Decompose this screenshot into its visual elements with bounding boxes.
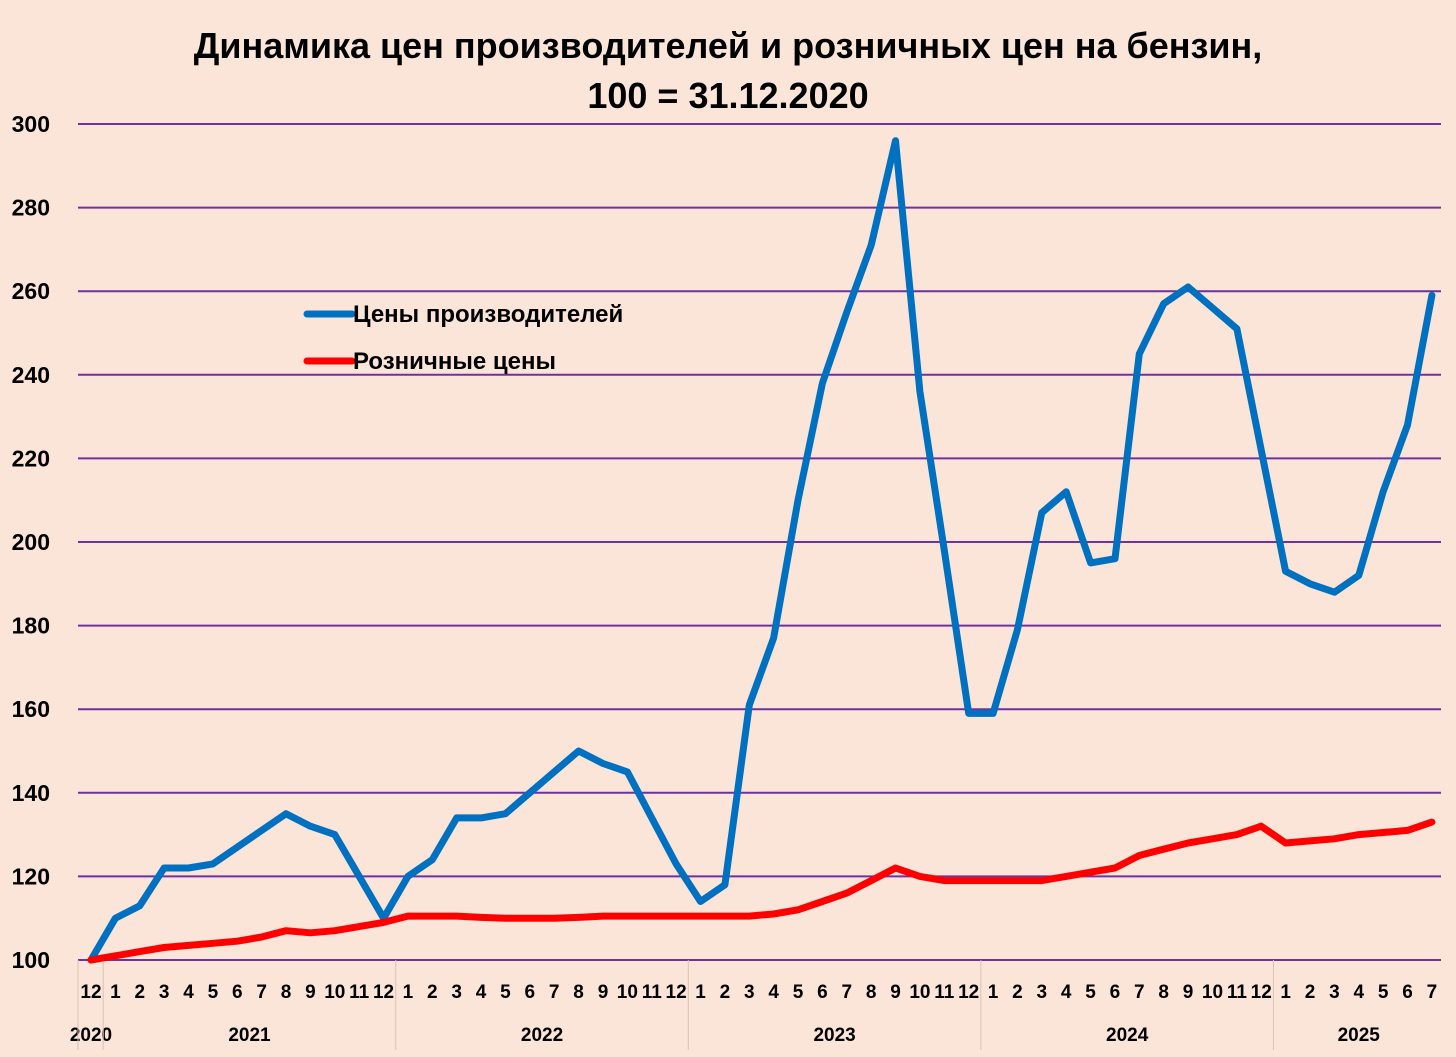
x-year-label: 2025 — [1338, 1025, 1381, 1046]
x-tick-label: 10 — [909, 982, 930, 1003]
x-tick-label: 8 — [281, 982, 292, 1003]
y-tick-label: 100 — [12, 947, 50, 973]
x-year-label: 2020 — [70, 1025, 112, 1046]
x-tick-label: 4 — [1353, 982, 1364, 1003]
x-tick-label: 2 — [1305, 982, 1316, 1003]
legend-label-retail: Розничные цены — [353, 348, 556, 375]
x-tick-label: 3 — [159, 982, 170, 1003]
x-tick-label: 7 — [256, 982, 267, 1003]
x-tick-label: 2 — [1012, 982, 1023, 1003]
x-tick-label: 10 — [324, 982, 345, 1003]
x-year-label: 2023 — [813, 1025, 855, 1046]
x-tick-label: 2 — [720, 982, 731, 1003]
grid — [78, 123, 1441, 961]
y-axis-ticks: 100 120 140 160 180 200 220 240 260 280 300 — [12, 111, 50, 973]
x-tick-label: 11 — [934, 982, 955, 1003]
x-tick-label: 11 — [642, 982, 663, 1003]
y-tick-label: 300 — [12, 111, 50, 137]
x-tick-label: 10 — [617, 982, 638, 1003]
y-tick-label: 140 — [12, 780, 50, 806]
x-tick-label: 8 — [1158, 982, 1169, 1003]
x-tick-label: 1 — [110, 982, 121, 1003]
x-tick-label: 4 — [1061, 982, 1072, 1003]
x-tick-label: 10 — [1202, 982, 1223, 1003]
series-lines — [87, 137, 1436, 964]
x-tick-label: 1 — [403, 982, 414, 1003]
chart-title: Динамика цен производителей и розничных … — [194, 25, 1263, 66]
x-axis: 12 1 2 3 4 5 6 7 8 9 10 11 12 1 2 3 4 5 6 7 8 9 10 11 12 1 2 3 4 5 6 7 8… — [70, 959, 1441, 1050]
series-line-retail-prices — [87, 818, 1436, 964]
x-tick-label: 7 — [841, 982, 852, 1003]
legend: Цены производителей Розничные цены — [303, 301, 623, 375]
y-tick-label: 280 — [12, 195, 50, 221]
x-tick-label: 6 — [1110, 982, 1121, 1003]
x-tick-label: 3 — [1329, 982, 1340, 1003]
x-tick-label: 4 — [183, 982, 194, 1003]
x-tick-label: 8 — [866, 982, 877, 1003]
y-tick-label: 260 — [12, 278, 50, 304]
x-tick-label: 12 — [373, 982, 394, 1003]
x-tick-label: 12 — [666, 982, 687, 1003]
x-tick-label: 3 — [451, 982, 462, 1003]
x-tick-label: 6 — [232, 982, 243, 1003]
y-tick-label: 200 — [12, 529, 50, 555]
x-tick-label: 5 — [1085, 982, 1096, 1003]
x-tick-label: 9 — [1183, 982, 1194, 1003]
x-tick-label: 1 — [1280, 982, 1291, 1003]
x-tick-label: 4 — [768, 982, 779, 1003]
x-tick-label: 5 — [793, 982, 804, 1003]
legend-label-producer: Цены производителей — [353, 301, 623, 328]
x-year-label: 2021 — [228, 1025, 271, 1046]
x-tick-label: 5 — [500, 982, 511, 1003]
x-tick-label: 5 — [1378, 982, 1389, 1003]
x-tick-label: 1 — [695, 982, 706, 1003]
x-tick-label: 1 — [988, 982, 999, 1003]
x-year-label: 2024 — [1106, 1025, 1149, 1046]
x-tick-label: 3 — [1037, 982, 1048, 1003]
chart-subtitle: 100 = 31.12.2020 — [587, 75, 868, 116]
y-tick-label: 220 — [12, 445, 50, 471]
y-tick-label: 160 — [12, 696, 50, 722]
x-tick-label: 7 — [549, 982, 560, 1003]
x-tick-label: 6 — [1402, 982, 1413, 1003]
x-tick-label: 6 — [817, 982, 828, 1003]
x-tick-label: 6 — [525, 982, 536, 1003]
x-tick-label: 12 — [80, 982, 101, 1003]
x-tick-label: 11 — [1227, 982, 1248, 1003]
x-tick-label: 8 — [573, 982, 584, 1003]
x-tick-label: 9 — [305, 982, 316, 1003]
x-tick-label: 11 — [349, 982, 370, 1003]
x-tick-label: 2 — [134, 982, 145, 1003]
x-tick-label: 9 — [890, 982, 901, 1003]
y-tick-label: 240 — [12, 362, 50, 388]
x-year-label: 2022 — [521, 1025, 563, 1046]
x-tick-label: 12 — [1251, 982, 1272, 1003]
x-tick-label: 4 — [476, 982, 487, 1003]
series-line-producer-prices — [87, 137, 1436, 964]
x-tick-label: 2 — [427, 982, 438, 1003]
x-tick-label: 12 — [958, 982, 979, 1003]
x-tick-label: 5 — [208, 982, 219, 1003]
x-tick-label: 3 — [744, 982, 755, 1003]
x-tick-label: 9 — [598, 982, 609, 1003]
y-tick-label: 180 — [12, 613, 50, 639]
y-tick-label: 120 — [12, 863, 50, 889]
x-tick-label: 7 — [1134, 982, 1145, 1003]
x-tick-label: 7 — [1427, 982, 1438, 1003]
